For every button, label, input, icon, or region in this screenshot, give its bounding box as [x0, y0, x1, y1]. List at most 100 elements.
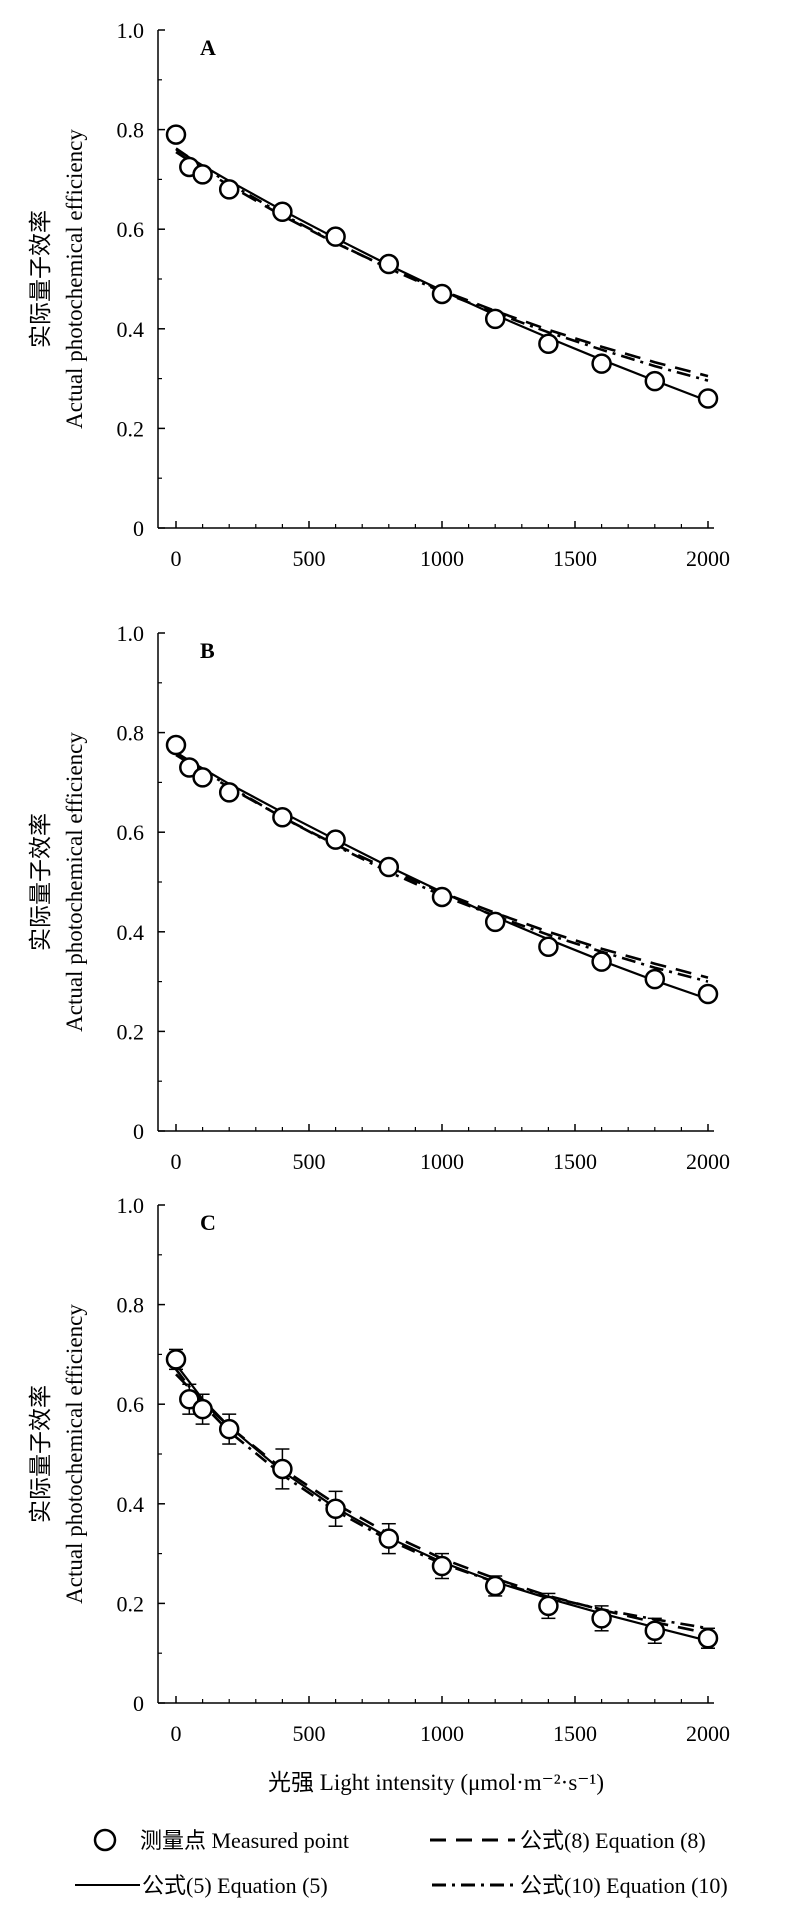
y-tick-label: 0.4 [117, 317, 145, 342]
data-point [484, 308, 506, 330]
data-point [697, 1628, 719, 1649]
data-point [272, 1458, 293, 1480]
legend-item-measured: 测量点 Measured point [93, 1828, 349, 1853]
data-point [218, 1418, 240, 1440]
data-point [644, 968, 666, 990]
data-point [192, 164, 213, 185]
data-point [179, 757, 200, 778]
data-point [325, 829, 346, 850]
legend: 测量点 Measured point 公式(8) Equation (8) 公式… [75, 1828, 728, 1898]
legend-item-eq8: 公式(8) Equation (8) [430, 1828, 706, 1853]
legend-item-eq10: 公式(10) Equation (10) [432, 1873, 728, 1898]
data-point [165, 1349, 187, 1370]
legend-label-measured: 测量点 Measured point [140, 1828, 349, 1853]
chart-panel-a: 0 0.2 0.4 0.6 0.8 1.0 0 500 1000 1500 2000 A 实际量子效率 A… [28, 18, 730, 571]
chart-panel-c: 0 0.2 0.4 0.6 0.8 1.0 0 500 1000 1500 2000 C 实际量子效率 A… [28, 1193, 730, 1746]
y-tick-label: 0 [133, 1691, 144, 1716]
x-tick-label: 500 [293, 1149, 326, 1174]
data-point [325, 226, 346, 247]
panel-label: A [200, 35, 216, 60]
x-tick-label: 1500 [553, 546, 597, 571]
data-point [165, 124, 187, 145]
legend-marker-circle [93, 1828, 117, 1852]
data-point [218, 179, 240, 200]
y-axis-label-cn: 实际量子效率 [28, 210, 53, 348]
series-line-dashed [175, 1373, 709, 1635]
x-tick-label: 1500 [553, 1721, 597, 1746]
series-line-solid [175, 148, 709, 403]
y-tick-label: 0.2 [117, 416, 145, 441]
data-point [644, 1620, 666, 1642]
data-point [431, 283, 453, 305]
x-tick-label: 1000 [420, 1149, 464, 1174]
y-axis-label-en: Actual photochemical efficiency [62, 732, 87, 1032]
legend-item-eq5: 公式(5) Equation (5) [75, 1873, 328, 1898]
x-tick-label: 0 [171, 1149, 182, 1174]
y-tick-label: 1.0 [117, 1193, 145, 1218]
y-tick-label: 0 [133, 1119, 144, 1144]
data-point [378, 856, 400, 878]
data-point [697, 983, 719, 1005]
data-point [538, 333, 559, 354]
chart-panels: 0 0.2 0.4 0.6 0.8 1.0 0 500 1000 1500 2000 A 实际量子效率 A… [28, 18, 730, 1746]
data-point [165, 734, 187, 756]
chart-panel-b: 0 0.2 0.4 0.6 0.8 1.0 0 500 1000 1500 2000 B 实际量子效率 A… [28, 621, 730, 1174]
data-point [325, 1498, 346, 1520]
series-line-solid [175, 751, 709, 1001]
y-tick-label: 0.2 [117, 1591, 145, 1616]
y-tick-label: 0.4 [117, 920, 145, 945]
y-tick-label: 0.4 [117, 1492, 145, 1517]
legend-label-eq5: 公式(5) Equation (5) [142, 1873, 328, 1898]
data-point [218, 782, 240, 803]
series-line-dashed [175, 753, 709, 979]
y-tick-label: 0.2 [117, 1019, 145, 1044]
data-point [179, 1388, 200, 1410]
y-tick-label: 1.0 [117, 621, 145, 646]
data-point [192, 1398, 213, 1420]
data-point [591, 1608, 612, 1629]
y-tick-label: 0.8 [117, 721, 145, 746]
series-line-dashdot [175, 751, 709, 983]
data-point [272, 807, 293, 828]
x-tick-label: 2000 [686, 1721, 730, 1746]
x-tick-label: 2000 [686, 1149, 730, 1174]
y-axis-label-cn: 实际量子效率 [28, 813, 53, 951]
legend-label-eq10: 公式(10) Equation (10) [520, 1873, 728, 1898]
x-tick-label: 0 [171, 1721, 182, 1746]
x-tick-label: 1000 [420, 1721, 464, 1746]
y-tick-label: 0.6 [117, 1392, 145, 1417]
data-point [192, 767, 213, 788]
x-tick-label: 1000 [420, 546, 464, 571]
x-tick-label: 1500 [553, 1149, 597, 1174]
y-tick-label: 0.8 [117, 1293, 145, 1318]
panel-label: C [200, 1210, 216, 1235]
y-tick-label: 0.6 [117, 820, 145, 845]
series-line-dashdot [174, 1368, 709, 1630]
series-line-solid [175, 1363, 709, 1642]
series-line-dashed [175, 150, 709, 378]
panel-label: B [200, 638, 215, 663]
data-point [644, 370, 666, 392]
y-tick-label: 1.0 [117, 18, 145, 43]
data-point [538, 1595, 559, 1617]
data-point [591, 353, 612, 374]
x-tick-label: 2000 [686, 546, 730, 571]
data-point [538, 936, 559, 957]
legend-label-eq8: 公式(8) Equation (8) [520, 1828, 706, 1853]
x-tick-label: 500 [293, 546, 326, 571]
series-line-dashdot [175, 147, 709, 382]
data-point [484, 1575, 506, 1597]
x-axis-label: 光强 Light intensity (μmol·m⁻²·s⁻¹) [268, 1770, 604, 1795]
data-point [431, 886, 453, 908]
data-point [378, 1528, 400, 1549]
y-tick-label: 0.6 [117, 217, 145, 242]
data-point [431, 1555, 453, 1577]
data-point [378, 253, 400, 275]
x-tick-label: 500 [293, 1721, 326, 1746]
y-tick-label: 0 [133, 516, 144, 541]
data-point [272, 201, 293, 223]
x-tick-label: 0 [171, 546, 182, 571]
y-tick-label: 0.8 [117, 118, 145, 143]
y-axis-label-cn: 实际量子效率 [28, 1385, 53, 1523]
